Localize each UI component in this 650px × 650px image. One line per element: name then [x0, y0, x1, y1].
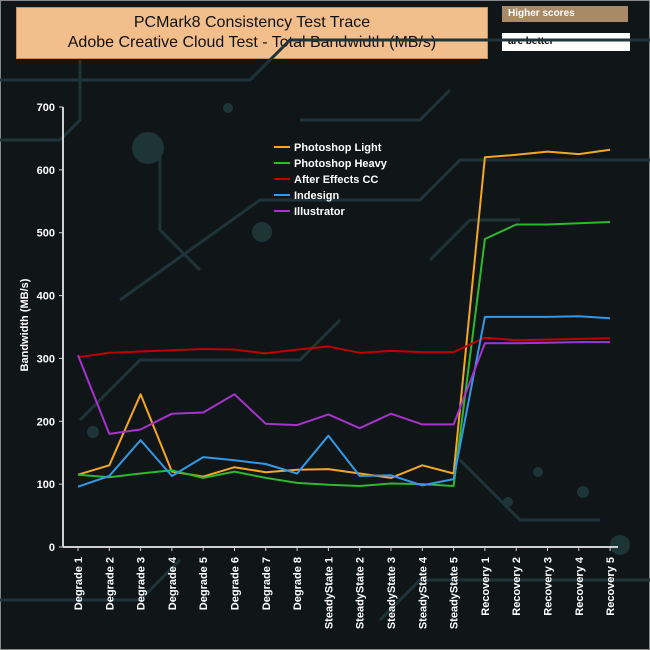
series-line: [77, 336, 611, 359]
x-tick-label: Degrade 2: [104, 557, 116, 610]
series-line: [77, 341, 611, 435]
circuit-trace: [300, 88, 452, 122]
series-line: [77, 148, 611, 479]
legend-label: After Effects CC: [294, 174, 378, 186]
x-axis-ticks: Degrade 1 Degrade 2 Degrade 3 Degrade 4 Degr…: [73, 547, 617, 629]
circuit-node: [252, 222, 272, 242]
series-lines: [77, 148, 611, 488]
x-tick-label: SteadyState 5: [449, 557, 461, 629]
circuit-trace: [458, 458, 600, 522]
legend-label: Photoshop Heavy: [294, 158, 388, 170]
higher-scores-note: Higher scores: [502, 6, 628, 22]
chart-axes: [62, 107, 618, 548]
chart-legend: Photoshop Light Photoshop Heavy After Eff…: [274, 142, 388, 218]
x-tick-label: SteadyState 1: [323, 557, 335, 629]
legend-label: Illustrator: [294, 206, 345, 218]
y-tick-label: 500: [37, 228, 55, 240]
circuit-trace: [0, 60, 82, 142]
x-tick-label: Degrade 4: [167, 556, 179, 610]
circuit-node: [503, 497, 513, 507]
x-tick-label: Degrade 6: [230, 557, 242, 610]
y-tick-label: 600: [37, 165, 55, 177]
y-tick-label: 0: [49, 542, 55, 554]
circuit-trace: [378, 578, 650, 622]
y-axis-label: Bandwidth (MB/s): [19, 278, 31, 371]
x-tick-label: Degrade 8: [292, 557, 304, 610]
circuit-trace: [78, 318, 342, 422]
x-tick-label: Recovery 5: [605, 557, 617, 616]
circuit-node: [132, 132, 164, 164]
circuit-node: [577, 486, 589, 498]
x-tick-label: Recovery 4: [574, 556, 586, 616]
y-axis-ticks: 0 100 200 300 400 500 600 700: [37, 102, 63, 554]
y-tick-label: 700: [37, 102, 55, 114]
circuit-trace: [428, 218, 520, 262]
y-tick-label: 200: [37, 416, 55, 428]
x-tick-label: Degrade 1: [73, 557, 85, 610]
y-tick-label: 400: [37, 291, 55, 303]
series-line: [77, 315, 611, 488]
chart-title-line2: Adobe Creative Cloud Test - Total Bandwi…: [67, 34, 437, 51]
x-tick-label: Recovery 1: [480, 557, 492, 616]
circuit-node: [223, 103, 233, 113]
legend-label: Photoshop Light: [294, 142, 382, 154]
chart-title-box: PCMark8 Consistency Test Trace Adobe Cre…: [16, 7, 488, 59]
series-line: [77, 221, 611, 487]
circuit-trace: [0, 558, 182, 602]
y-tick-label: 300: [37, 353, 55, 365]
circuit-node: [610, 535, 630, 555]
circuit-trace: [0, 38, 650, 82]
background-circuit-decor: [0, 38, 650, 622]
x-tick-label: Recovery 3: [543, 557, 555, 616]
legend-label: Indesign: [294, 190, 340, 202]
x-tick-label: Recovery 2: [511, 557, 523, 616]
x-tick-label: Degrade 3: [136, 557, 148, 610]
x-tick-label: SteadyState 4: [417, 556, 429, 629]
circuit-node: [533, 467, 543, 477]
y-tick-label: 100: [37, 479, 55, 491]
x-tick-label: SteadyState 3: [386, 557, 398, 629]
chart-title-line1: PCMark8 Consistency Test Trace: [133, 14, 371, 31]
circuit-trace: [119, 158, 650, 302]
x-tick-label: SteadyState 2: [355, 557, 367, 629]
x-tick-label: Degrade 5: [198, 557, 210, 610]
circuit-node: [87, 426, 99, 438]
circuit-trace: [158, 150, 202, 272]
x-tick-label: Degrade 7: [261, 557, 273, 610]
